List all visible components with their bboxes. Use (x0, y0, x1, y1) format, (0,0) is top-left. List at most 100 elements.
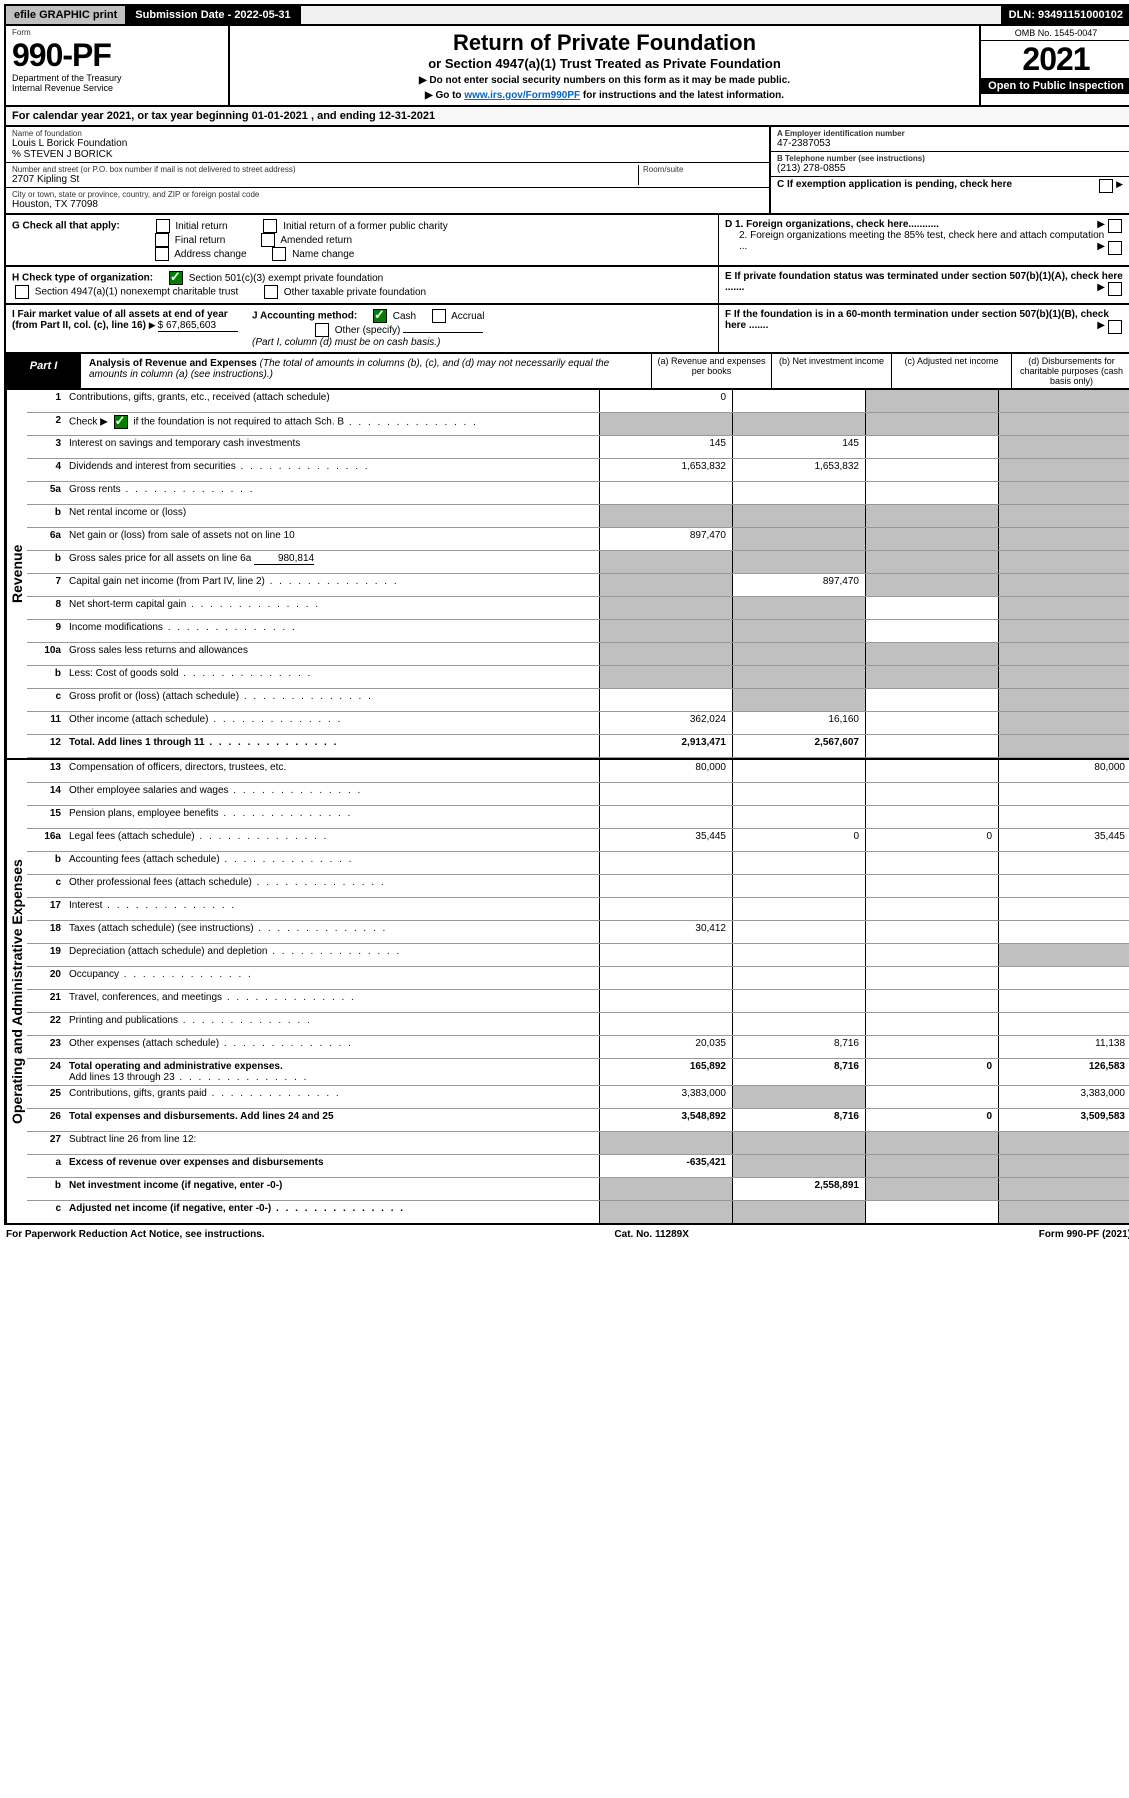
cat-no: Cat. No. 11289X (614, 1229, 688, 1240)
form-instr-2: ▶ Go to www.irs.gov/Form990PF for instru… (238, 90, 971, 101)
phone-value: (213) 278-0855 (777, 163, 1125, 174)
part-1-header: Part I Analysis of Revenue and Expenses … (4, 354, 1129, 390)
line-19: Depreciation (attach schedule) and deple… (65, 944, 599, 966)
j-other-check[interactable] (315, 323, 329, 337)
dept-irs: Internal Revenue Service (12, 84, 222, 94)
line-24: Total operating and administrative expen… (65, 1059, 599, 1085)
city-label: City or town, state or province, country… (12, 190, 763, 199)
form-label: Form (12, 28, 222, 37)
form-ref: Form 990-PF (2021) (1039, 1229, 1129, 1240)
j-cash-check[interactable] (373, 309, 387, 323)
form-number: 990-PF (12, 37, 222, 74)
initial-return-check[interactable] (156, 219, 170, 233)
part-label: Part I (6, 354, 81, 388)
line-27c: Adjusted net income (if negative, enter … (65, 1201, 599, 1223)
line-10b: Less: Cost of goods sold (65, 666, 599, 688)
line-27a: Excess of revenue over expenses and disb… (65, 1155, 599, 1177)
check-section-he: H Check type of organization: Section 50… (4, 267, 1129, 305)
line-16b: Accounting fees (attach schedule) (65, 852, 599, 874)
h-501c3-check[interactable] (169, 271, 183, 285)
h-4947-check[interactable] (15, 285, 29, 299)
col-c-header: (c) Adjusted net income (891, 354, 1011, 388)
irs-link[interactable]: www.irs.gov/Form990PF (464, 90, 580, 101)
ein-label: A Employer identification number (777, 129, 1125, 138)
name-label: Name of foundation (12, 129, 763, 138)
open-public: Open to Public Inspection (981, 78, 1129, 94)
calendar-year-line: For calendar year 2021, or tax year begi… (4, 107, 1129, 127)
line-5a: Gross rents (65, 482, 599, 504)
col-a-header: (a) Revenue and expenses per books (651, 354, 771, 388)
line-13: Compensation of officers, directors, tru… (65, 760, 599, 782)
initial-former-check[interactable] (263, 219, 277, 233)
name-change-check[interactable] (272, 247, 286, 261)
top-bar: efile GRAPHIC print Submission Date - 20… (4, 4, 1129, 26)
page-footer: For Paperwork Reduction Act Notice, see … (4, 1225, 1129, 1244)
line-27b: Net investment income (if negative, ente… (65, 1178, 599, 1200)
form-title: Return of Private Foundation (238, 30, 971, 56)
j-accrual-check[interactable] (432, 309, 446, 323)
tax-year: 2021 (981, 41, 1129, 78)
f-check[interactable] (1108, 320, 1122, 334)
phone-label: B Telephone number (see instructions) (777, 154, 1125, 163)
expenses-table: Operating and Administrative Expenses 13… (4, 760, 1129, 1225)
line-10c: Gross profit or (loss) (attach schedule) (65, 689, 599, 711)
expenses-side-label: Operating and Administrative Expenses (6, 760, 27, 1223)
line-25: Contributions, gifts, grants paid (65, 1086, 599, 1108)
schb-check[interactable] (114, 415, 128, 429)
addr-label: Number and street (or P.O. box number if… (12, 165, 638, 174)
check-section-ijf: I Fair market value of all assets at end… (4, 305, 1129, 354)
entity-info: Name of foundation Louis L Borick Founda… (4, 127, 1129, 215)
line-10a: Gross sales less returns and allowances (65, 643, 599, 665)
efile-label[interactable]: efile GRAPHIC print (6, 6, 127, 24)
line-6b: Gross sales price for all assets on line… (65, 551, 599, 573)
h-label: H Check type of organization: (12, 273, 153, 284)
dln-label: DLN: 93491151000102 (1001, 6, 1129, 24)
g-label: G Check all that apply: (12, 221, 120, 232)
line-2: Check ▶ if the foundation is not require… (65, 413, 599, 435)
line-27: Subtract line 26 from line 12: (65, 1132, 599, 1154)
e-check[interactable] (1108, 282, 1122, 296)
line-9: Income modifications (65, 620, 599, 642)
line-6a: Net gain or (loss) from sale of assets n… (65, 528, 599, 550)
form-instr-1: ▶ Do not enter social security numbers o… (238, 75, 971, 86)
d1-check[interactable] (1108, 219, 1122, 233)
revenue-side-label: Revenue (6, 390, 27, 758)
line-20: Occupancy (65, 967, 599, 989)
line-18: Taxes (attach schedule) (see instruction… (65, 921, 599, 943)
ein-value: 47-2387053 (777, 138, 1125, 149)
j-note: (Part I, column (d) must be on cash basi… (252, 337, 440, 348)
f-label: F If the foundation is in a 60-month ter… (725, 309, 1109, 331)
line-7: Capital gain net income (from Part IV, l… (65, 574, 599, 596)
pra-notice: For Paperwork Reduction Act Notice, see … (6, 1229, 265, 1240)
line-8: Net short-term capital gain (65, 597, 599, 619)
d2-check[interactable] (1108, 241, 1122, 255)
line-16c: Other professional fees (attach schedule… (65, 875, 599, 897)
h-other-check[interactable] (264, 285, 278, 299)
check-section-gd: G Check all that apply: Initial return I… (4, 215, 1129, 267)
line-1: Contributions, gifts, grants, etc., rece… (65, 390, 599, 412)
form-subtitle: or Section 4947(a)(1) Trust Treated as P… (238, 56, 971, 71)
final-return-check[interactable] (155, 233, 169, 247)
amended-return-check[interactable] (261, 233, 275, 247)
col-b-header: (b) Net investment income (771, 354, 891, 388)
c-label: C If exemption application is pending, c… (777, 179, 1012, 190)
address: 2707 Kipling St (12, 174, 638, 185)
i-value: $ 67,865,603 (158, 320, 238, 332)
line-5b: Net rental income or (loss) (65, 505, 599, 527)
line-17: Interest (65, 898, 599, 920)
arrow-icon (1116, 179, 1125, 190)
submission-date: Submission Date - 2022-05-31 (127, 6, 300, 24)
part-title: Analysis of Revenue and Expenses (89, 358, 257, 369)
line-22: Printing and publications (65, 1013, 599, 1035)
line-16a: Legal fees (attach schedule) (65, 829, 599, 851)
line-12: Total. Add lines 1 through 11 (65, 735, 599, 757)
line-4: Dividends and interest from securities (65, 459, 599, 481)
d2-label: 2. Foreign organizations meeting the 85%… (739, 230, 1104, 252)
foundation-name: Louis L Borick Foundation (12, 138, 763, 149)
line-14: Other employee salaries and wages (65, 783, 599, 805)
e-label: E If private foundation status was termi… (725, 271, 1123, 293)
c-checkbox[interactable] (1099, 179, 1113, 193)
line-26: Total expenses and disbursements. Add li… (65, 1109, 599, 1131)
addr-change-check[interactable] (155, 247, 169, 261)
line-23: Other expenses (attach schedule) (65, 1036, 599, 1058)
